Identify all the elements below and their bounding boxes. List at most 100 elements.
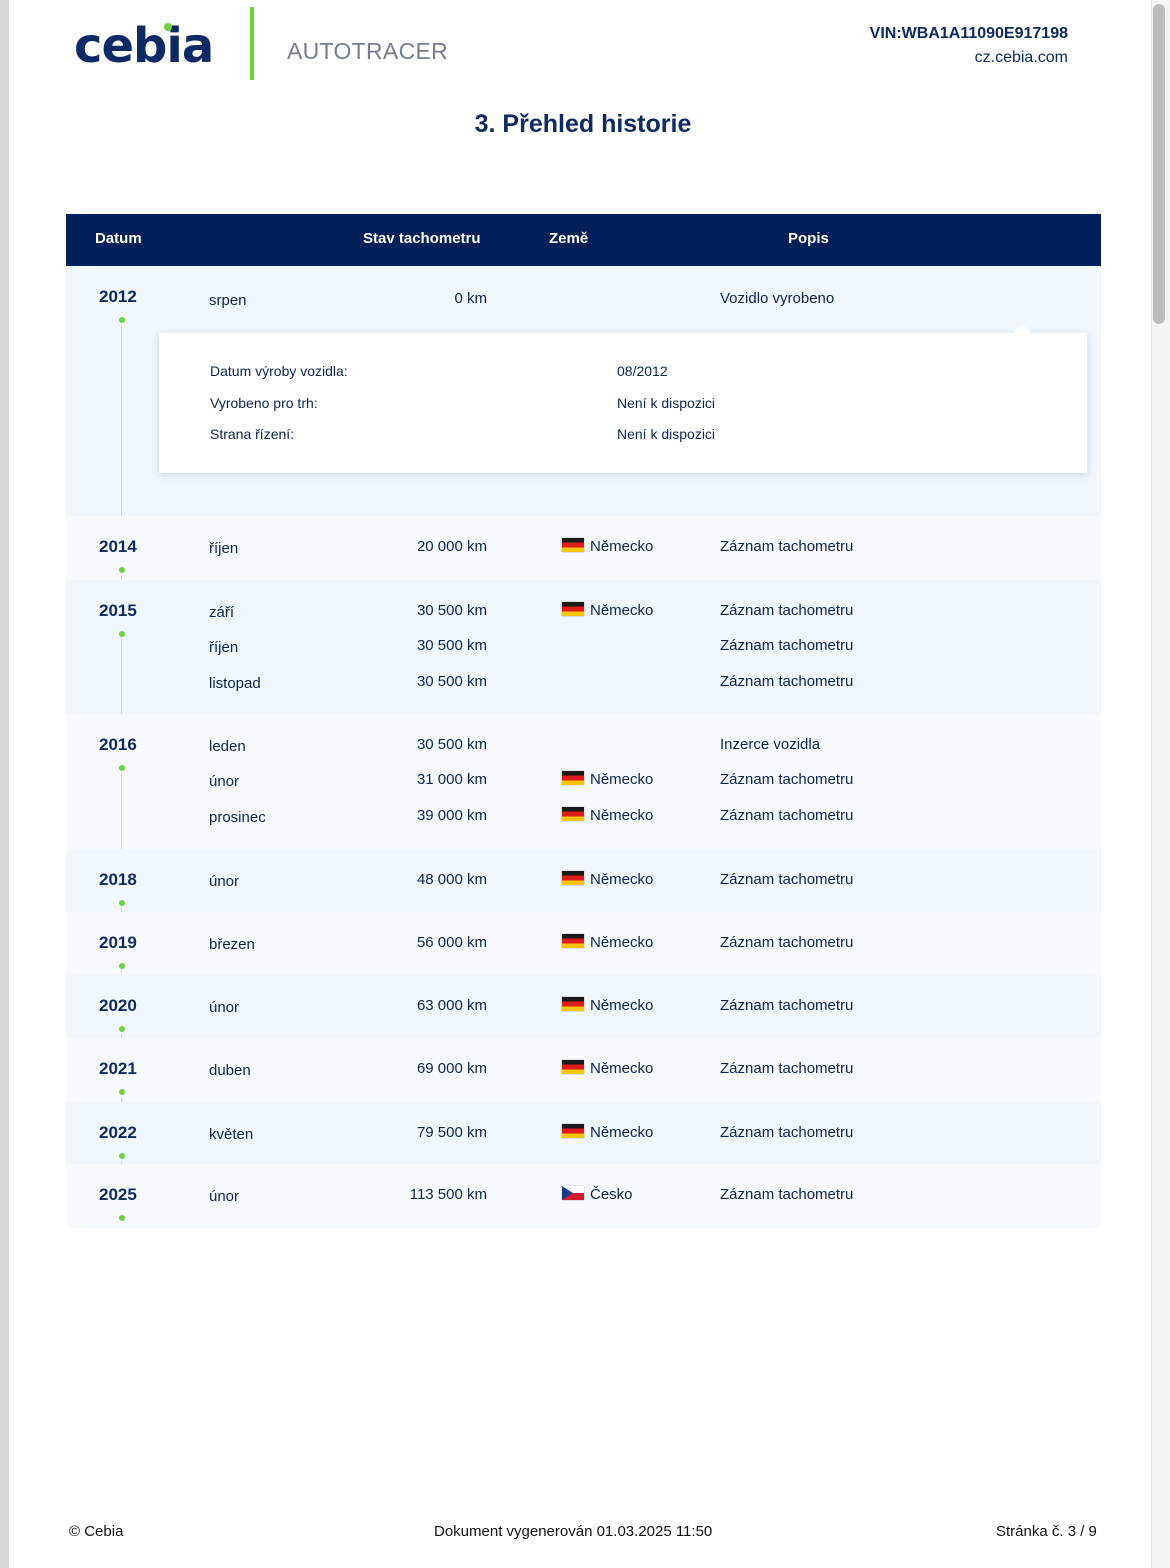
odometer-cell: 30 500 km (416, 673, 487, 690)
vin-label: VIN:WBA1A11090E917198 (869, 25, 1068, 42)
table-row: říjen 20 000 km Německo Záznam tachometru (66, 536, 1101, 558)
odometer-cell: 63 000 km (416, 997, 487, 1014)
detail-value: 08/2012 (617, 363, 668, 379)
odometer-cell: 30 500 km (416, 602, 487, 619)
year-group: 2021 duben 69 000 km Německo Záznam tachomet… (66, 1038, 1101, 1114)
timeline-dot (119, 1089, 125, 1095)
table-row: únor 31 000 km Německo Záznam tachometru (66, 769, 1101, 791)
table-row: únor 113 500 km Česko Záznam tachometru (66, 1184, 1101, 1206)
year-label: 2022 (99, 1123, 137, 1142)
logo-divider (250, 7, 254, 80)
detail-label: Strana řízení: (210, 426, 295, 442)
timeline-line (121, 773, 122, 861)
country-cell: Německo (562, 807, 653, 824)
country-cell: Německo (562, 997, 653, 1014)
timeline-dot (119, 631, 125, 637)
country-cell: Německo (562, 1124, 653, 1141)
table-row: leden 30 500 km Inzerce vozidla (66, 734, 1101, 756)
description-cell: Záznam tachometru (720, 1060, 854, 1077)
odometer-cell: 30 500 km (416, 736, 487, 753)
odometer-cell: 48 000 km (416, 871, 487, 888)
country-cell: Německo (562, 1060, 653, 1077)
month-cell: březen (209, 936, 255, 953)
description-cell: Záznam tachometru (720, 871, 854, 888)
timeline-dot (119, 765, 125, 771)
german-flag-icon (562, 1060, 584, 1074)
odometer-cell: 0 km (454, 290, 487, 307)
year-group: 2016 leden 30 500 km Inzerce vozidla únor 31 … (66, 714, 1101, 861)
year-group: 2019 březen 56 000 km Německo Záznam tachome… (66, 912, 1101, 987)
footer-copyright: © Cebia (69, 1523, 124, 1540)
year-label: 2016 (99, 735, 137, 754)
odometer-cell: 79 500 km (416, 1124, 487, 1141)
history-table: Datum Stav tachometru Země Popis 2012 srp… (66, 214, 1101, 1228)
cebia-logo: cebia (74, 18, 214, 74)
description-cell: Záznam tachometru (720, 934, 854, 951)
table-row: listopad 30 500 km Záznam tachometru (66, 671, 1101, 693)
country-name: Německo (590, 538, 654, 555)
country-name: Německo (590, 871, 654, 888)
detail-label: Vyrobeno pro trh: (210, 395, 318, 411)
month-cell: květen (209, 1126, 254, 1143)
table-row: duben 69 000 km Německo Záznam tachometru (66, 1058, 1101, 1080)
table-row: prosinec 39 000 km Německo Záznam tachometr… (66, 805, 1101, 827)
timeline-dot (119, 900, 125, 906)
year-label: 2018 (99, 870, 137, 889)
detail-value: Není k dispozici (617, 395, 716, 411)
description-cell: Záznam tachometru (720, 807, 854, 824)
table-header: Datum Stav tachometru Země Popis (66, 214, 1101, 266)
timeline-dot (119, 567, 125, 573)
country-cell: Německo (562, 771, 653, 788)
odometer-cell: 20 000 km (416, 538, 487, 555)
scrollbar-track[interactable] (1151, 0, 1170, 1568)
scrollbar-thumb[interactable] (1153, 4, 1165, 324)
month-cell: srpen (209, 292, 247, 309)
country-name: Německo (590, 602, 654, 619)
country-name: Německo (590, 807, 654, 824)
month-cell: říjen (209, 639, 239, 656)
german-flag-icon (562, 1124, 584, 1138)
timeline-dot (119, 1153, 125, 1159)
month-cell: prosinec (209, 809, 266, 826)
page-title: 3. Přehled historie (474, 110, 692, 138)
german-flag-icon (562, 602, 584, 616)
year-label: 2019 (99, 933, 137, 952)
year-label: 2014 (99, 537, 137, 556)
year-label: 2015 (99, 601, 137, 620)
month-cell: září (209, 604, 235, 621)
month-cell: leden (209, 738, 246, 755)
description-cell: Inzerce vozidla (720, 736, 821, 753)
odometer-cell: 39 000 km (416, 807, 487, 824)
description-cell: Záznam tachometru (720, 771, 854, 788)
german-flag-icon (562, 934, 584, 948)
description-cell: Záznam tachometru (720, 637, 854, 654)
description-cell: Záznam tachometru (720, 602, 854, 619)
column-header-description: Popis (788, 230, 829, 247)
odometer-cell: 69 000 km (416, 1060, 487, 1077)
timeline-dot (119, 317, 125, 323)
year-label: 2020 (99, 996, 137, 1015)
german-flag-icon (562, 538, 584, 552)
footer-generated: Dokument vygenerován 01.03.2025 11:50 (434, 1523, 713, 1540)
table-row: únor 63 000 km Německo Záznam tachometru (66, 995, 1101, 1017)
site-link[interactable]: cz.cebia.com (974, 49, 1068, 66)
table-row: březen 56 000 km Německo Záznam tachometru (66, 932, 1101, 954)
year-group: 2015 září 30 500 km Německo Záznam tachometr… (66, 580, 1101, 726)
month-cell: duben (209, 1062, 251, 1079)
country-name: Německo (590, 771, 654, 788)
timeline-line (121, 325, 122, 528)
column-header-date: Datum (95, 230, 142, 247)
month-cell: únor (209, 999, 240, 1016)
column-header-country: Země (549, 230, 589, 247)
year-label: 2012 (99, 287, 137, 306)
country-cell: Česko (562, 1186, 633, 1203)
year-group: 2018 únor 48 000 km Německo Záznam tachometr… (66, 849, 1101, 924)
table-row: únor 48 000 km Německo Záznam tachometru (66, 869, 1101, 891)
year-group: 2014 říjen 20 000 km Německo Záznam tachomet… (66, 516, 1101, 592)
german-flag-icon (562, 871, 584, 885)
product-name: AUTOTRACER (287, 38, 449, 64)
country-name: Česko (590, 1186, 633, 1203)
table-row: květen 79 500 km Německo Záznam tachometru (66, 1122, 1101, 1144)
country-cell: Německo (562, 934, 653, 951)
detail-label: Datum výroby vozidla: (210, 363, 348, 379)
